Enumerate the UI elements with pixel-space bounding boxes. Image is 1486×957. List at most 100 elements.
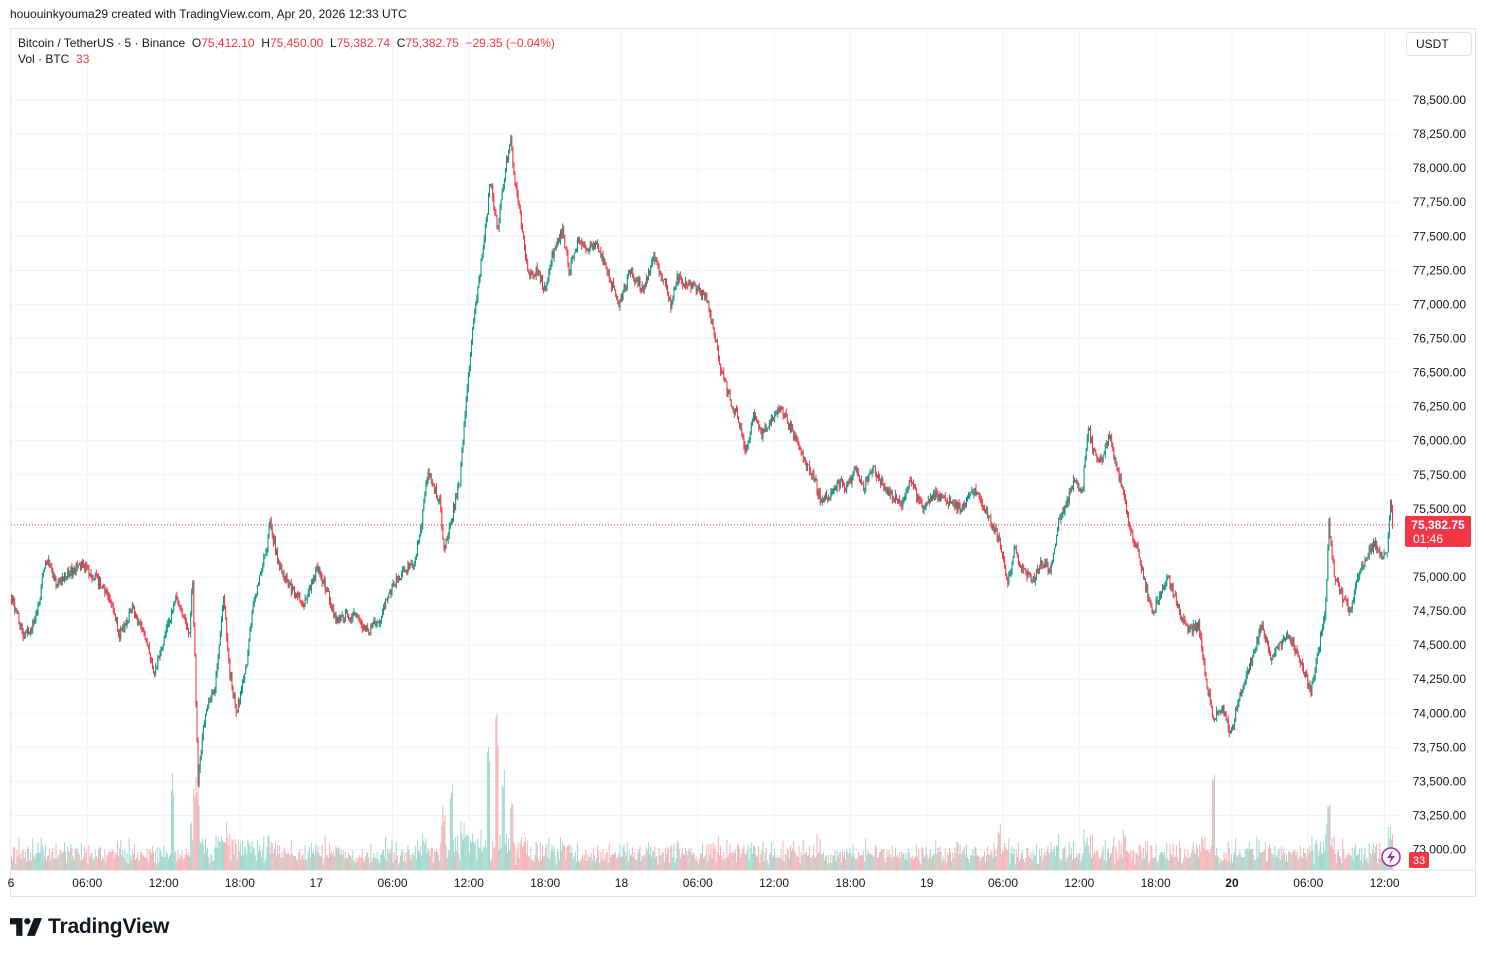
volume-bar (108, 851, 110, 870)
candle-body (982, 505, 984, 507)
candle-body (58, 579, 60, 582)
volume-bar (1323, 842, 1325, 870)
volume-bar (942, 856, 944, 870)
volume-bar (620, 856, 622, 870)
candle-body (1388, 519, 1390, 535)
candle-body (92, 578, 94, 580)
volume-bar (186, 855, 188, 870)
candle-body (959, 505, 961, 513)
volume-bar (740, 857, 742, 870)
candle-body (724, 377, 726, 381)
volume-bar (576, 843, 578, 870)
volume-bar (801, 855, 803, 870)
candle-body (676, 274, 678, 286)
candle-body (1206, 679, 1208, 689)
volume-bar (1223, 852, 1225, 870)
volume-bar (1278, 848, 1280, 870)
candle-body (971, 491, 973, 493)
symbol-description[interactable]: Bitcoin / TetherUS · 5 · Binance (18, 36, 186, 50)
volume-bar (788, 858, 790, 870)
volume-bar (527, 840, 529, 870)
volume-bar (866, 854, 868, 870)
volume-bar (482, 847, 484, 870)
candle-body (1122, 486, 1124, 491)
candle-body (491, 185, 493, 187)
candle-body (1240, 692, 1242, 696)
candle-body (901, 503, 903, 507)
candle-body (919, 499, 921, 501)
candle-body (1143, 569, 1144, 579)
candle-body (1352, 601, 1354, 603)
candle-body (382, 612, 383, 617)
volume-bar (638, 849, 640, 870)
candle-body (702, 290, 703, 297)
candle-body (317, 566, 319, 572)
candle-body (468, 367, 470, 373)
volume-bar (870, 854, 872, 870)
volume-bar (1324, 851, 1326, 870)
candle-body (944, 495, 946, 501)
candle-body (37, 606, 39, 614)
volume-bar (1034, 856, 1036, 870)
volume-bar (669, 862, 671, 870)
tradingview-logo[interactable]: TradingView (10, 914, 169, 940)
candle-body (680, 276, 682, 280)
volume-bar (323, 858, 325, 870)
candle-body (531, 271, 533, 275)
volume-bar (1359, 848, 1361, 870)
candle-body (1132, 532, 1134, 541)
candle-body (225, 608, 227, 619)
volume-bar (1100, 856, 1102, 870)
volume-bar (448, 850, 450, 870)
candle-body (709, 311, 711, 314)
volume-bar (545, 847, 547, 870)
volume-bar (751, 853, 753, 870)
candle-body (260, 572, 262, 576)
volume-bar (784, 853, 786, 870)
volume-bar (259, 845, 261, 870)
volume-bar (457, 835, 459, 870)
volume-bar (1306, 857, 1308, 870)
candle-body (144, 634, 146, 640)
candle-body (482, 247, 484, 256)
volume-label[interactable]: Vol · BTC (18, 52, 70, 66)
volume-bar (987, 846, 989, 870)
volume-bar (543, 856, 545, 870)
volume-bar (741, 852, 743, 870)
volume-bar (674, 862, 676, 870)
candle-body (523, 231, 524, 238)
volume-bar (204, 838, 206, 870)
candle-body (927, 499, 929, 504)
volume-bar (621, 856, 623, 870)
candle-body (726, 381, 728, 394)
candle-body (1141, 569, 1143, 571)
candle-body (136, 616, 138, 618)
candle-body (554, 246, 556, 250)
candle-body (83, 563, 85, 565)
volume-bar (396, 855, 398, 870)
candle-body (122, 625, 124, 630)
candle-body (866, 477, 868, 480)
candle-body (672, 297, 674, 301)
candle-body (276, 550, 277, 552)
volume-bar (102, 856, 104, 870)
volume-bar (1040, 855, 1042, 870)
volume-bar (820, 854, 822, 870)
candle-body (353, 612, 355, 615)
volume-bar (650, 846, 652, 870)
candle-body (462, 442, 464, 451)
candle-body (397, 578, 399, 580)
volume-bar (792, 848, 794, 870)
volume-bar (452, 840, 454, 870)
candle-body (720, 363, 722, 372)
volume-bar (921, 847, 923, 870)
candle-body (1047, 565, 1049, 574)
volume-bar (1125, 850, 1127, 870)
candle-body (1340, 590, 1342, 592)
candle-body (338, 616, 340, 622)
volume-bar (832, 855, 834, 870)
currency-button[interactable]: USDT (1406, 32, 1472, 56)
volume-bar (481, 851, 483, 870)
candle-body (887, 489, 889, 494)
